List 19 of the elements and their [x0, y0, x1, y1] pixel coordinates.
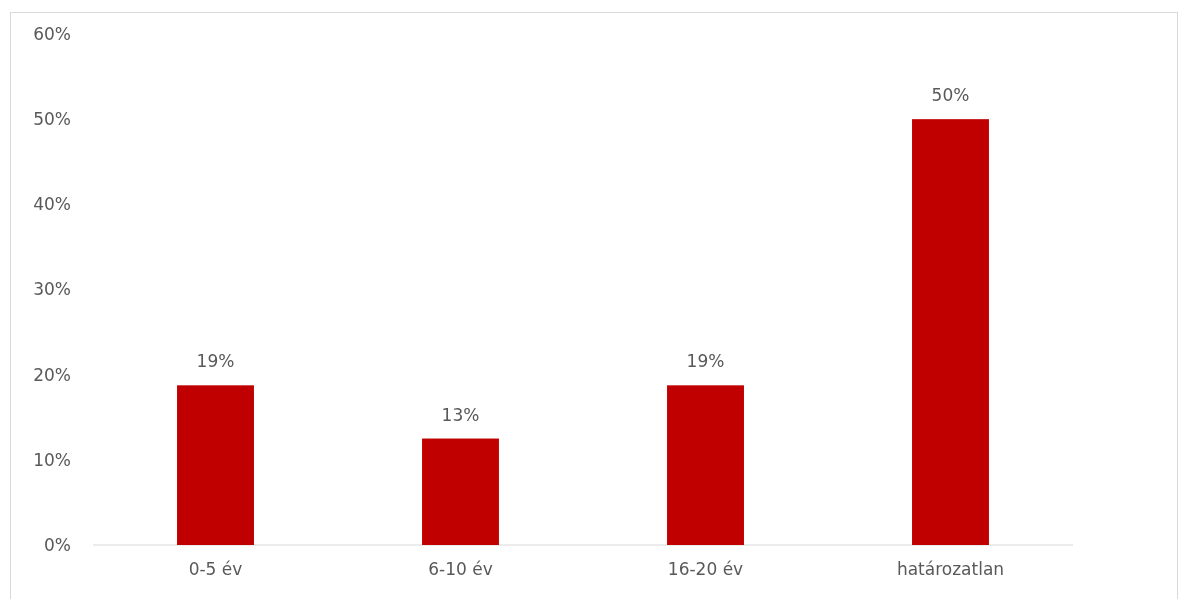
bar	[912, 119, 989, 545]
data-label: 19%	[686, 351, 725, 372]
y-tick-label: 60%	[33, 23, 71, 44]
y-tick-label: 20%	[33, 364, 71, 385]
data-label: 19%	[196, 351, 235, 372]
x-tick-label: 16-20 év	[667, 559, 744, 580]
bar	[422, 438, 499, 545]
data-label: 50%	[931, 85, 970, 106]
bar	[667, 385, 744, 545]
y-tick-label: 0%	[44, 534, 71, 555]
x-tick-label: 6-10 év	[428, 559, 493, 580]
y-tick-label: 40%	[33, 194, 71, 215]
x-tick-label: határozatlan	[896, 559, 1005, 580]
y-tick-label: 50%	[33, 109, 71, 130]
y-tick-label: 10%	[33, 449, 71, 470]
bar	[177, 385, 254, 545]
data-label: 13%	[441, 404, 480, 425]
y-tick-label: 30%	[33, 279, 71, 300]
x-tick-label: 0-5 év	[188, 559, 243, 580]
